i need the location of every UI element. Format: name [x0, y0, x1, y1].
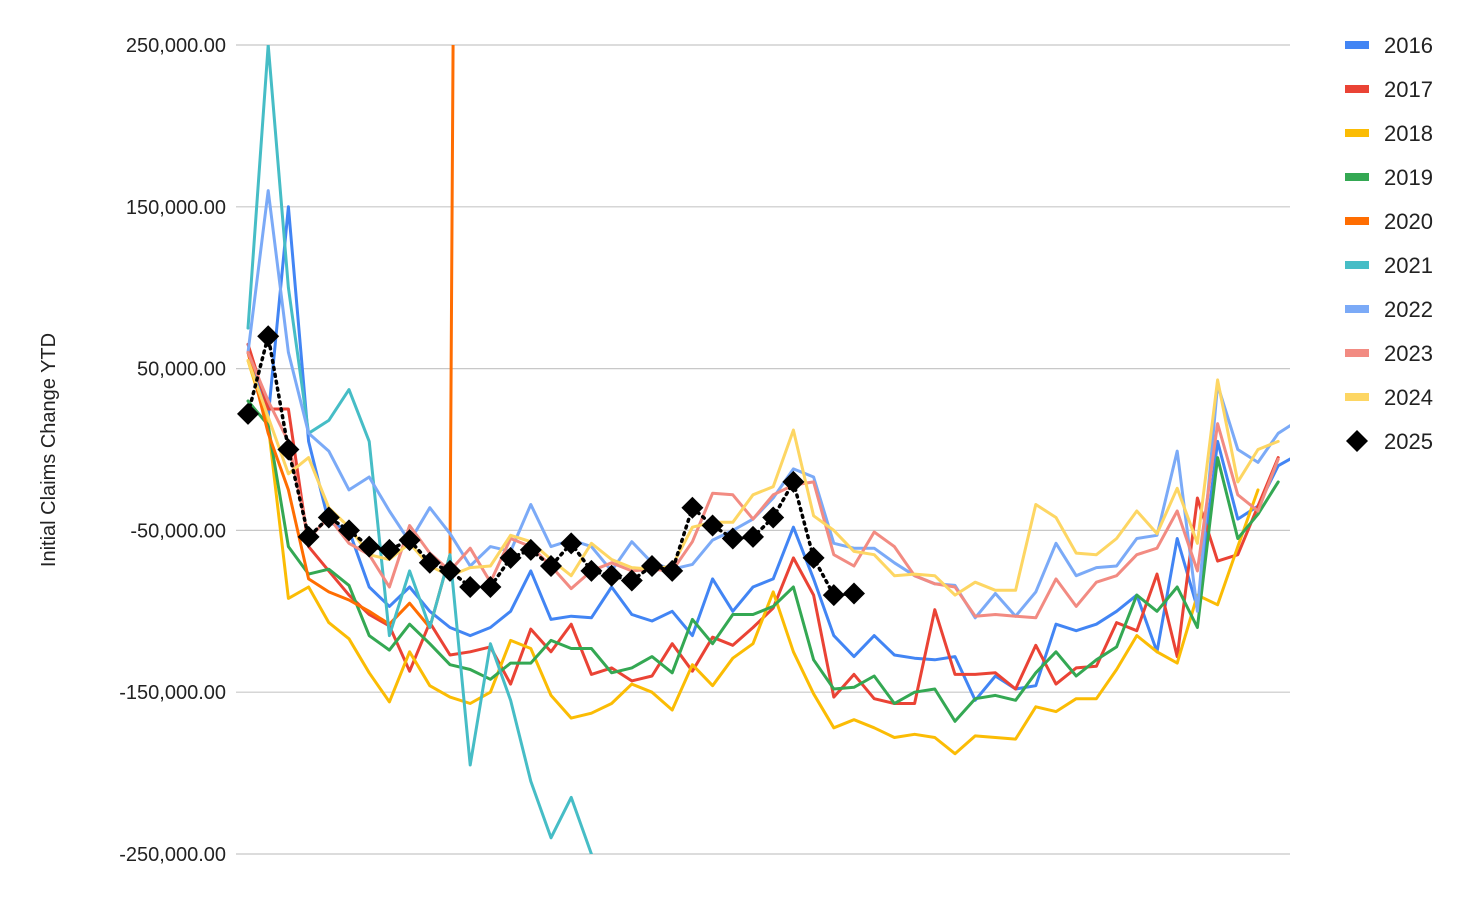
- y-tick-label: -150,000.00: [119, 682, 226, 704]
- series-line-2019: [246, 399, 1280, 723]
- data-point-2025: [479, 576, 502, 599]
- legend-label-2021: 2021: [1384, 253, 1433, 278]
- data-point-2025: [439, 559, 461, 582]
- data-point-2025: [641, 554, 663, 577]
- series-line-2017: [246, 342, 1280, 705]
- series-line-2023: [246, 350, 1280, 620]
- y-tick-label: 250,000.00: [126, 35, 226, 57]
- legend: 2016 2017 2018 2019 2020 2021 2022 2023 2024 2025: [1345, 33, 1433, 454]
- data-point-2025: [338, 519, 360, 542]
- y-axis-ticks: 250,000.00 150,000.00 50,000.00 -50,000.00 -…: [119, 35, 226, 866]
- legend-swatch-2021: [1345, 261, 1369, 269]
- data-point-2025: [257, 325, 280, 348]
- data-point-2025: [762, 506, 785, 529]
- data-point-2025: [681, 496, 704, 519]
- data-point-2025: [358, 535, 381, 558]
- series-line-2022: [246, 189, 1290, 620]
- data-point-2025: [317, 506, 340, 529]
- data-point-2025: [822, 584, 845, 607]
- data-point-2025: [721, 527, 744, 550]
- legend-swatch-2019: [1345, 173, 1369, 181]
- data-point-2025: [742, 525, 764, 548]
- legend-swatch-2023: [1345, 349, 1369, 357]
- legend-label-2025: 2025: [1384, 429, 1433, 454]
- data-point-2025: [459, 576, 482, 599]
- legend-swatch-2022: [1345, 305, 1369, 313]
- legend-label-2024: 2024: [1384, 385, 1433, 410]
- legend-label-2020: 2020: [1384, 209, 1433, 234]
- series-line-2021: [246, 45, 593, 854]
- data-point-2025: [701, 514, 724, 537]
- legend-swatch-2025: [1346, 430, 1368, 452]
- data-point-2025: [378, 538, 401, 561]
- data-point-2025: [237, 402, 259, 425]
- legend-label-2022: 2022: [1384, 297, 1433, 322]
- y-tick-label: -50,000.00: [130, 520, 226, 542]
- series-lines: [246, 45, 1290, 854]
- data-point-2025: [277, 438, 300, 461]
- series-markers: [237, 325, 865, 607]
- legend-swatch-2016: [1345, 41, 1369, 49]
- legend-label-2017: 2017: [1384, 77, 1433, 102]
- data-point-2025: [661, 559, 684, 582]
- y-tick-label: 150,000.00: [126, 197, 226, 219]
- y-axis-label: Initial Claims Change YTD: [38, 333, 60, 567]
- legend-swatch-2020: [1345, 217, 1369, 225]
- data-point-2025: [519, 538, 542, 561]
- legend-label-2023: 2023: [1384, 341, 1433, 366]
- gridlines: [236, 44, 1290, 855]
- data-point-2025: [398, 529, 421, 552]
- data-point-2025: [297, 525, 320, 548]
- series-line-2018: [246, 359, 1260, 756]
- data-point-2025: [802, 546, 825, 569]
- y-tick-label: 50,000.00: [137, 359, 226, 381]
- data-point-2025: [560, 532, 583, 555]
- data-point-2025: [600, 564, 623, 587]
- data-point-2025: [620, 569, 643, 592]
- series-line-2016: [246, 205, 1290, 702]
- data-point-2025: [782, 470, 805, 493]
- legend-label-2018: 2018: [1384, 121, 1433, 146]
- legend-swatch-2018: [1345, 129, 1369, 137]
- legend-label-2019: 2019: [1384, 165, 1433, 190]
- series-line-2024: [246, 359, 1280, 597]
- data-point-2025: [499, 546, 522, 569]
- data-point-2025: [418, 551, 441, 574]
- legend-label-2016: 2016: [1384, 33, 1433, 58]
- data-point-2025: [540, 554, 562, 577]
- legend-swatch-2024: [1345, 393, 1369, 401]
- data-point-2025: [580, 559, 603, 582]
- data-point-2025: [843, 582, 865, 605]
- legend-swatch-2017: [1345, 85, 1369, 93]
- y-tick-label: -250,000.00: [119, 844, 226, 866]
